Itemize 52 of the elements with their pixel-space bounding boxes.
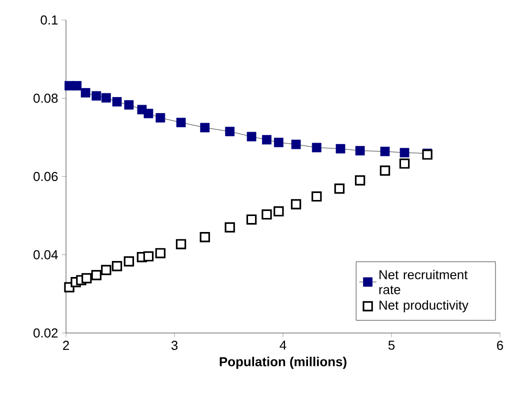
x-tick-label: 6 <box>497 340 504 350</box>
legend-label: Net recruitment rate <box>379 270 468 294</box>
point <box>200 232 210 242</box>
point <box>312 142 322 152</box>
point <box>312 191 322 202</box>
point <box>262 209 272 220</box>
point <box>82 273 92 284</box>
point <box>224 222 235 232</box>
y-tick-label: 0.1 <box>40 15 58 25</box>
x-tick-label: 3 <box>171 340 178 350</box>
point <box>91 270 102 280</box>
point <box>101 264 112 276</box>
point <box>274 206 284 216</box>
point <box>80 88 90 98</box>
y-tick-label: 0.08 <box>34 94 58 103</box>
point <box>155 248 166 258</box>
point <box>400 148 410 158</box>
point <box>246 214 257 225</box>
point <box>156 113 166 123</box>
point <box>124 100 134 110</box>
point <box>246 132 256 142</box>
x-tick-label: 2 <box>63 340 69 350</box>
point <box>262 135 272 144</box>
point <box>291 140 301 150</box>
y-tick-label: 0.02 <box>34 328 58 338</box>
point <box>124 256 134 266</box>
point <box>225 126 235 136</box>
point <box>101 93 111 103</box>
point <box>354 175 366 186</box>
point <box>144 108 154 118</box>
point <box>176 239 186 250</box>
point <box>290 199 302 210</box>
point <box>336 144 346 154</box>
x-tick-label: 4 <box>280 340 286 350</box>
y-tick-label: 0.06 <box>34 172 58 182</box>
point <box>380 166 390 176</box>
x-axis-title: Population (millions) <box>220 356 346 369</box>
y-tick-label: 0.04 <box>34 250 58 260</box>
point <box>143 251 154 262</box>
point <box>274 138 284 148</box>
legend-label: Net productivity <box>380 300 468 312</box>
point <box>334 184 345 194</box>
point <box>92 91 102 101</box>
point <box>112 260 122 272</box>
point <box>112 97 122 106</box>
point <box>176 118 186 128</box>
point <box>399 158 410 169</box>
point <box>72 81 82 90</box>
point <box>380 146 390 156</box>
point <box>200 122 210 132</box>
x-tick-label: 5 <box>388 340 395 350</box>
point <box>355 146 365 156</box>
